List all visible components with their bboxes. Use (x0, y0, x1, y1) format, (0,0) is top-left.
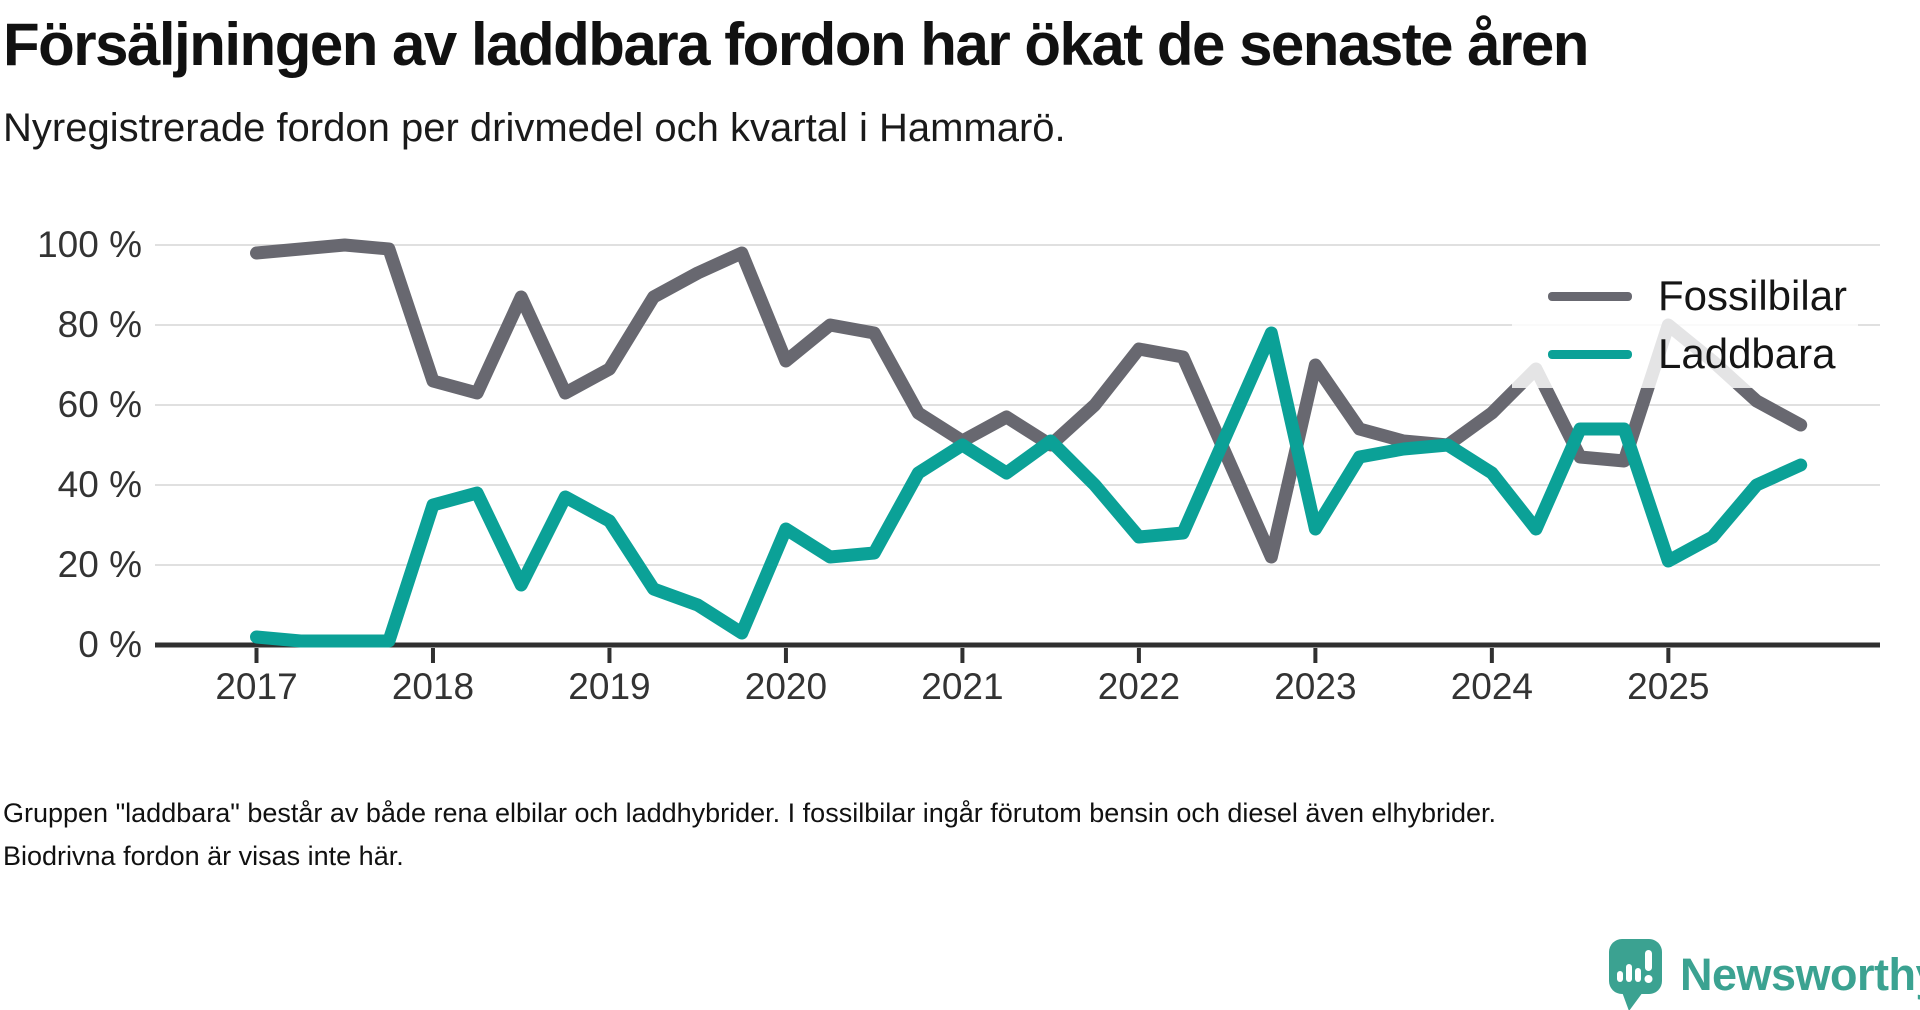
legend-label-fossilbilar: Fossilbilar (1658, 272, 1848, 319)
speech-bubble-bar-chart-icon (1609, 939, 1662, 1010)
y-axis-label: 20 % (57, 544, 142, 585)
y-axis-label: 40 % (57, 464, 142, 505)
x-axis-label: 2017 (215, 666, 298, 707)
page-title: Försäljningen av laddbara fordon har öka… (3, 11, 1589, 78)
y-axis-label: 100 % (37, 224, 142, 265)
fossilbilar-line-swatch (1548, 291, 1632, 301)
legend-row-laddbara: Laddbara (1548, 329, 1858, 379)
x-axis-label: 2018 (391, 666, 475, 707)
footnote: Gruppen "laddbara" består av både rena e… (3, 798, 1497, 871)
y-axis-label: 80 % (57, 304, 142, 345)
legend-label-laddbara: Laddbara (1658, 330, 1836, 377)
x-axis-label: 2024 (1450, 666, 1534, 707)
newsworthy-logo: Newsworthy (1608, 938, 1920, 1010)
y-axis-label: 60 % (57, 384, 142, 425)
laddbara-line (250, 326, 1808, 648)
chart-legend: Fossilbilar Laddbara (1512, 262, 1858, 388)
newsworthy-logo-text: Newsworthy (1680, 949, 1920, 1000)
x-axis-label: 2019 (568, 666, 651, 707)
y-axis-label: 0 % (78, 624, 142, 665)
x-axis-label: 2022 (1097, 666, 1181, 707)
legend-row-fossilbilar: Fossilbilar (1548, 271, 1858, 321)
x-axis-ticks (254, 648, 1671, 663)
x-axis-label: 2023 (1274, 666, 1357, 707)
page-subtitle: Nyregistrerade fordon per drivmedel och … (3, 106, 1066, 150)
x-axis-label: 2025 (1627, 666, 1710, 707)
laddbara-line-swatch (1548, 349, 1632, 359)
x-axis-label: 2020 (744, 666, 828, 707)
x-axis-label: 2021 (921, 666, 1004, 707)
